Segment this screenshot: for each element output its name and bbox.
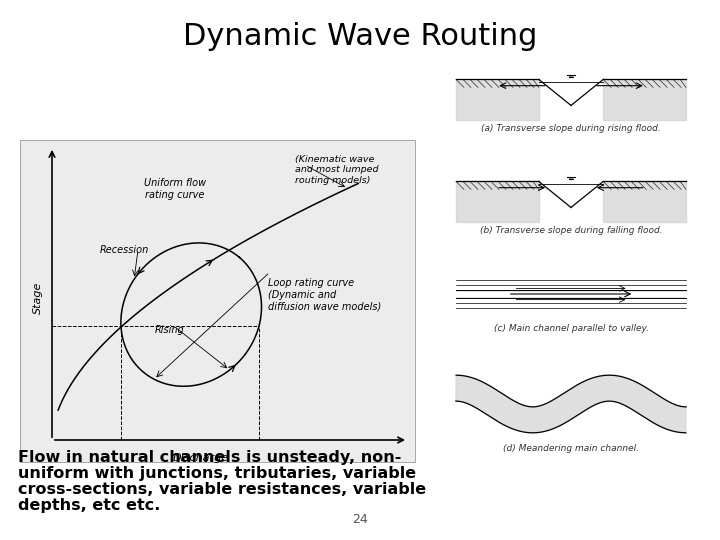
Text: 24: 24	[352, 513, 368, 526]
Text: Stage: Stage	[33, 281, 43, 314]
Text: Dynamic Wave Routing: Dynamic Wave Routing	[183, 22, 537, 51]
Text: Rising: Rising	[155, 325, 185, 335]
Polygon shape	[456, 290, 686, 298]
Polygon shape	[456, 375, 686, 433]
Text: (c) Main channel parallel to valley.: (c) Main channel parallel to valley.	[493, 324, 649, 333]
Text: Uniform flow
rating curve: Uniform flow rating curve	[144, 178, 206, 200]
Text: Discharge: Discharge	[173, 453, 229, 463]
Text: (Kinematic wave
and most lumped
routing models): (Kinematic wave and most lumped routing …	[295, 155, 379, 185]
Text: Recession: Recession	[100, 245, 149, 255]
Text: (b) Transverse slope during falling flood.: (b) Transverse slope during falling floo…	[480, 226, 662, 235]
Polygon shape	[456, 79, 539, 120]
Text: depths, etc etc.: depths, etc etc.	[18, 498, 161, 513]
Polygon shape	[569, 77, 573, 78]
Polygon shape	[603, 79, 686, 120]
Polygon shape	[456, 181, 539, 222]
Bar	[20, 140, 415, 462]
Text: (d) Meandering main channel.: (d) Meandering main channel.	[503, 444, 639, 453]
Text: cross-sections, variable resistances, variable: cross-sections, variable resistances, va…	[18, 482, 426, 497]
Polygon shape	[569, 179, 573, 180]
Text: Loop rating curve
(Dynamic and
diffusion wave models): Loop rating curve (Dynamic and diffusion…	[268, 278, 382, 311]
Text: Flow in natural channels is unsteady, non-: Flow in natural channels is unsteady, no…	[18, 450, 401, 465]
Text: uniform with junctions, tributaries, variable: uniform with junctions, tributaries, var…	[18, 466, 416, 481]
Text: (a) Transverse slope during rising flood.: (a) Transverse slope during rising flood…	[481, 124, 661, 133]
Polygon shape	[603, 181, 686, 222]
